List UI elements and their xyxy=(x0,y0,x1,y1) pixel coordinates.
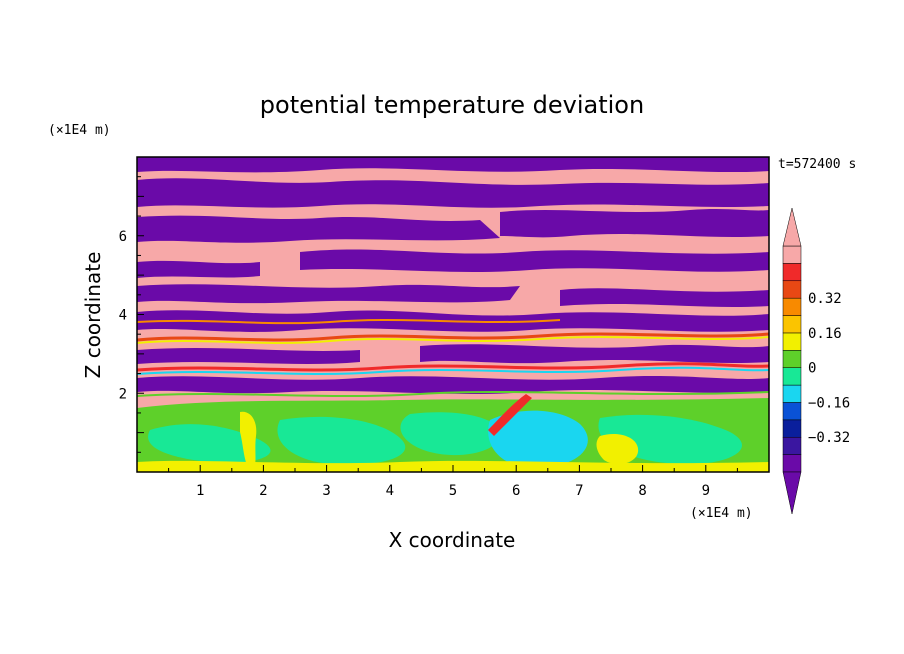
streak-cyan-1 xyxy=(137,366,769,375)
colorbar-label: −0.32 xyxy=(808,430,850,446)
lower-layer-yellow-2 xyxy=(596,433,639,465)
colorbar-label: 0.16 xyxy=(808,326,842,342)
band-upper-5 xyxy=(300,249,769,272)
lower-layer-teal-2 xyxy=(277,416,406,465)
band-mid-3 xyxy=(420,344,769,364)
lower-layer-cyan xyxy=(488,410,588,469)
x-tick-label: 1 xyxy=(196,483,204,499)
y-tick-label: 6 xyxy=(119,229,127,245)
streak-yellow-1 xyxy=(137,336,769,344)
plume-red xyxy=(488,394,532,436)
band-upper-7 xyxy=(137,284,520,304)
colorbar-extend-max xyxy=(782,207,802,247)
colorbar-extend-min xyxy=(782,471,802,515)
x-tick-label: 8 xyxy=(638,483,646,499)
lower-layer-teal-1 xyxy=(148,424,271,463)
x-tick-label: 2 xyxy=(259,483,267,499)
y-tick-label: 2 xyxy=(119,386,127,402)
colorbar-swatch xyxy=(782,350,802,368)
y-tick-label: 4 xyxy=(119,308,127,324)
x-tick-label: 9 xyxy=(702,483,710,499)
band-upper-6 xyxy=(137,260,260,278)
band-upper-8 xyxy=(560,288,769,307)
band-upper-2 xyxy=(137,178,769,208)
colorbar-swatch xyxy=(782,454,802,473)
x-tick-label: 3 xyxy=(322,483,330,499)
streak-red-1 xyxy=(137,332,769,342)
y-unit-label: (×1E4 m) xyxy=(48,123,111,138)
band-upper-4 xyxy=(500,209,769,238)
y-axis-label: Z coordinate xyxy=(81,252,105,379)
colorbar-swatch xyxy=(782,436,802,455)
colorbar-swatch xyxy=(782,419,802,438)
lower-layer-yellow-1 xyxy=(240,411,257,470)
band-upper-1 xyxy=(137,157,769,173)
x-tick-label: 7 xyxy=(575,483,583,499)
field-plot xyxy=(137,157,769,472)
colorbar-swatch xyxy=(782,263,802,282)
colorbar-swatch xyxy=(782,280,802,299)
x-tick-label: 6 xyxy=(512,483,520,499)
chart-title: potential temperature deviation xyxy=(260,91,644,119)
colorbar: 0.32 0.16 0 −0.16 −0.32 xyxy=(782,207,850,515)
colorbar-swatch xyxy=(782,384,802,403)
band-mid-2 xyxy=(137,348,360,364)
x-tick-label: 4 xyxy=(386,483,394,499)
streak-red-2 xyxy=(137,362,769,372)
colorbar-label: −0.16 xyxy=(808,395,850,411)
colorbar-label: 0 xyxy=(808,361,816,377)
y-axis: 2 4 6 xyxy=(119,156,144,473)
colorbar-label: 0.32 xyxy=(808,291,842,307)
streak-orange-1 xyxy=(137,319,561,325)
x-axis-label: X coordinate xyxy=(389,528,516,552)
band-upper-3 xyxy=(137,215,500,243)
band-mid-4 xyxy=(137,376,769,394)
colorbar-swatch xyxy=(782,245,802,264)
colorbar-swatch xyxy=(782,315,802,334)
colorbar-swatch xyxy=(782,402,802,421)
colorbar-swatch xyxy=(782,367,802,386)
x-tick-label: 5 xyxy=(449,483,457,499)
streak-green-1 xyxy=(137,391,769,397)
time-label: t=572400 s xyxy=(778,157,856,172)
lower-layer-teal-3 xyxy=(400,412,500,456)
x-axis: 1 2 3 4 5 6 7 8 9 xyxy=(136,465,770,499)
x-unit-label: (×1E4 m) xyxy=(690,506,753,521)
colorbar-swatch xyxy=(782,297,802,316)
colorbar-swatch xyxy=(782,332,802,351)
